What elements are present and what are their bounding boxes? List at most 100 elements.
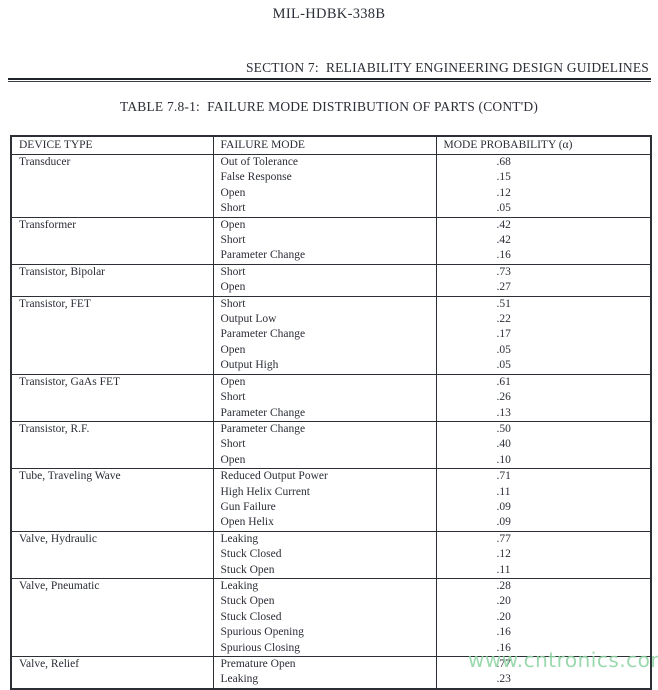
failure-mode-cell: Stuck Open [213, 562, 437, 579]
failure-mode-cell: Parameter Change [213, 420, 437, 438]
table-row: Short .40 [11, 437, 651, 453]
failure-mode-cell: Short [213, 437, 437, 453]
failure-mode-cell: Short [213, 263, 437, 281]
failure-mode-cell: High Helix Current [213, 484, 437, 500]
failure-mode-cell: Parameter Change [213, 327, 437, 343]
mode-probability-cell: .09 [496, 516, 511, 529]
mode-probability-cell: .16 [496, 249, 511, 262]
table-row: Open .12 [11, 185, 651, 202]
mode-probability-cell: .13 [496, 406, 511, 419]
mode-probability-cell: .40 [496, 438, 511, 451]
device-type-cell: Transformer [11, 216, 214, 265]
table-row: Transducer Out of Tolerance .68 [11, 154, 651, 218]
table-row: Stuck Open .20 [11, 594, 651, 610]
failure-mode-cell: Open [213, 373, 437, 391]
mode-probability-cell: .12 [496, 186, 511, 199]
table-row: Short .05 [11, 201, 651, 218]
table-row: Valve, Relief Premature Open .77 [11, 655, 651, 689]
table-row: Stuck Closed .20 [11, 609, 651, 626]
mode-probability-cell: .11 [496, 563, 511, 576]
failure-mode-cell: Open [213, 280, 437, 297]
failure-mode-cell: Leaking [213, 530, 437, 548]
mode-probability-cell: .26 [496, 391, 511, 404]
table-row: Transistor, R.F. Parameter Change .50 [11, 420, 651, 469]
table-row: Open .27 [11, 280, 651, 297]
failure-mode-cell: Short [213, 295, 437, 313]
failure-mode-cell: Leaking [213, 577, 437, 595]
mode-probability-cell: .50 [436, 420, 651, 438]
column-header-device-type: DEVICE TYPE [11, 136, 214, 155]
failure-mode-cell: Open [213, 342, 437, 359]
failure-mode-cell: Gun Failure [213, 499, 437, 516]
mode-probability-cell: .15 [496, 171, 511, 184]
failure-mode-cell: Output High [213, 358, 437, 375]
mode-probability-cell: .10 [496, 453, 511, 466]
failure-mode-cell: Leaking [213, 672, 437, 689]
failure-mode-cell: Open Helix [213, 515, 437, 532]
table-row: Stuck Open .11 [11, 562, 651, 579]
column-header-failure-mode: FAILURE MODE [213, 136, 437, 155]
failure-mode-cell: Out of Tolerance [213, 154, 437, 171]
mode-probability-cell: .71 [436, 468, 651, 485]
failure-mode-cell: Open [213, 185, 437, 202]
device-type-cell: Transistor, Bipolar [11, 263, 214, 297]
table-row: Transformer Open .42 [11, 216, 651, 265]
section-heading: SECTION 7: RELIABILITY ENGINEERING DESIG… [245, 60, 649, 75]
column-header-mode-probability: MODE PROBABILITY (α) [436, 136, 651, 155]
failure-mode-cell: Spurious Opening [213, 625, 437, 641]
table-row: Parameter Change .17 [11, 327, 651, 343]
mode-probability-cell: .23 [496, 673, 511, 686]
mode-probability-cell: .17 [496, 328, 511, 341]
mode-probability-cell: .73 [436, 263, 651, 281]
table-row: Stuck Closed .12 [11, 547, 651, 563]
device-type-cell: Transducer [11, 154, 214, 218]
table-row: Parameter Change .16 [11, 248, 651, 265]
device-type-cell: Tube, Traveling Wave [11, 468, 214, 532]
table-row: Open .05 [11, 342, 651, 359]
failure-mode-cell: Open [213, 216, 437, 234]
mode-probability-cell: .05 [496, 359, 511, 372]
mode-probability-cell: .12 [496, 548, 511, 561]
mode-probability-cell: .42 [436, 216, 651, 234]
table-row: High Helix Current .11 [11, 484, 651, 500]
mode-probability-cell: .09 [496, 500, 511, 513]
mode-probability-cell: .16 [496, 641, 511, 654]
table-row: Short .42 [11, 233, 651, 249]
table-row: False Response .15 [11, 170, 651, 186]
device-type-cell: Valve, Relief [11, 655, 214, 689]
mode-probability-cell: .11 [496, 485, 511, 498]
failure-mode-cell: Short [213, 390, 437, 406]
document-number-header: MIL-HDBK-338B [272, 6, 386, 22]
table-row: Output Low .22 [11, 312, 651, 328]
mode-probability-cell: .28 [436, 577, 651, 595]
section-divider-rule [8, 78, 651, 82]
mode-probability-cell: .22 [496, 313, 511, 326]
table-row: Open .10 [11, 452, 651, 469]
table-row: Transistor, GaAs FET Open .61 [11, 373, 651, 422]
table-row: Open Helix .09 [11, 515, 651, 532]
failure-mode-cell: Parameter Change [213, 248, 437, 265]
mode-probability-cell: .16 [496, 626, 511, 639]
table-row: Spurious Opening .16 [11, 625, 651, 641]
mode-probability-cell: .61 [436, 373, 651, 391]
mode-probability-cell: .68 [436, 154, 651, 171]
failure-mode-cell: Spurious Closing [213, 640, 437, 657]
device-type-cell: Valve, Pneumatic [11, 577, 214, 657]
failure-mode-cell: Short [213, 201, 437, 218]
table-row: Spurious Closing .16 [11, 640, 651, 657]
failure-mode-cell: Output Low [213, 312, 437, 328]
mode-probability-cell: .20 [496, 610, 511, 623]
failure-mode-cell: Parameter Change [213, 405, 437, 422]
mode-probability-cell: .51 [436, 295, 651, 313]
device-type-cell: Valve, Hydraulic [11, 530, 214, 579]
failure-mode-table: DEVICE TYPE FAILURE MODE MODE PROBABILIT… [10, 135, 652, 690]
mode-probability-cell: .05 [496, 343, 511, 356]
mode-probability-cell: .42 [496, 234, 511, 247]
table-row: Valve, Hydraulic Leaking .77 [11, 530, 651, 579]
table-row: Tube, Traveling Wave Reduced Output Power… [11, 468, 651, 532]
table-row: Transistor, FET Short .51 [11, 295, 651, 375]
mode-probability-cell: .27 [496, 281, 511, 294]
failure-mode-cell: False Response [213, 170, 437, 186]
table-row: Valve, Pneumatic Leaking .28 [11, 577, 651, 657]
